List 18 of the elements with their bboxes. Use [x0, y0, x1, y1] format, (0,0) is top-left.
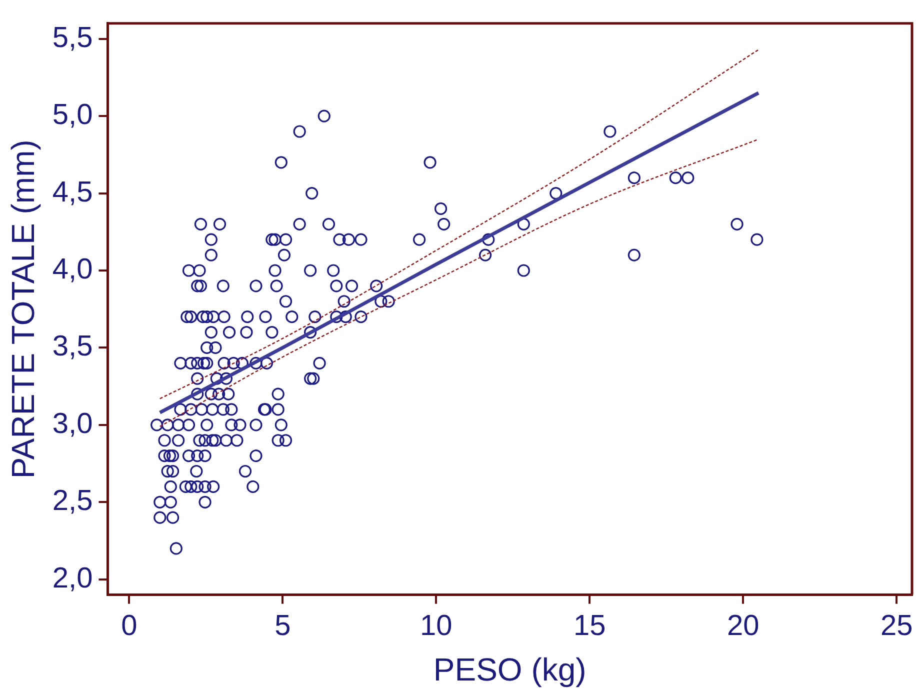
y-tick-label: 2,0 [52, 562, 93, 594]
x-tick-label: 10 [420, 610, 452, 642]
x-tick-label: 25 [880, 610, 913, 642]
y-tick-label: 3,5 [52, 330, 93, 363]
y-tick-label: 5,0 [52, 99, 93, 132]
x-tick-label: 5 [274, 610, 291, 642]
x-tick-label: 15 [574, 610, 606, 642]
y-tick-label: 5,5 [52, 22, 93, 54]
y-axis-title: PARETE TOTALE (mm) [5, 140, 42, 479]
line-series [159, 49, 760, 400]
y-tick-label: 4,0 [52, 253, 93, 286]
x-tick-label: 20 [727, 610, 760, 642]
y-tick-label: 4,5 [52, 176, 93, 208]
y-tick-label: 2,5 [52, 485, 93, 518]
y-tick-label: 3,0 [52, 408, 93, 440]
x-axis-title: PESO (kg) [433, 652, 586, 688]
x-tick-label: 0 [121, 610, 138, 642]
line-series [158, 91, 760, 414]
